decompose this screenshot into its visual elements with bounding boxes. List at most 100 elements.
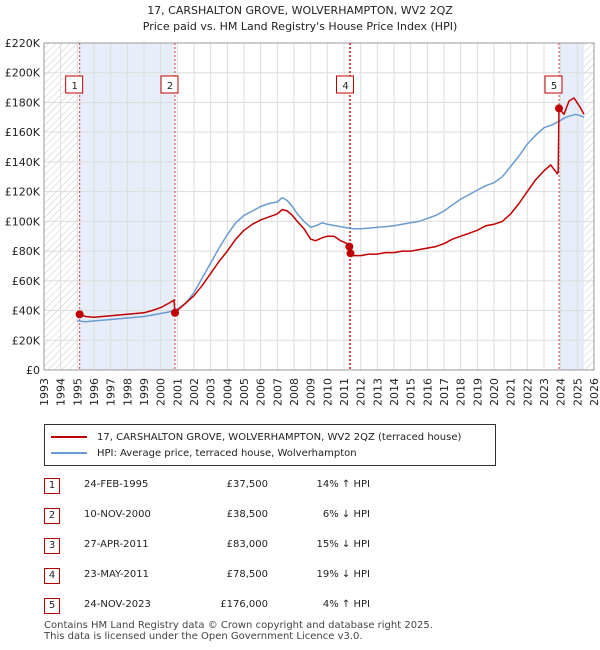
x-tick-label: 1998 bbox=[121, 378, 134, 406]
transaction-date: 24-FEB-1995 bbox=[84, 479, 149, 490]
legend-item-hpi: HPI: Average price, terraced house, Wolv… bbox=[51, 445, 357, 461]
annotation-label: 1 bbox=[71, 81, 77, 92]
x-tick-label: 2018 bbox=[455, 378, 468, 406]
chart-legend: 17, CARSHALTON GROVE, WOLVERHAMPTON, WV2… bbox=[44, 424, 496, 466]
transaction-badge: 1 bbox=[44, 478, 60, 494]
transaction-date: 27-APR-2011 bbox=[84, 539, 149, 550]
transaction-date: 23-MAY-2011 bbox=[84, 569, 150, 580]
x-tick-label: 1994 bbox=[55, 378, 68, 406]
x-tick-label: 2019 bbox=[471, 378, 484, 406]
transaction-hpi: 15% ↓ HPI bbox=[316, 539, 370, 550]
hatched-period bbox=[584, 43, 594, 370]
transaction-hpi: 14% ↑ HPI bbox=[316, 479, 370, 490]
x-tick-label: 1995 bbox=[71, 378, 84, 406]
y-tick-label: £200K bbox=[5, 67, 41, 80]
x-tick-label: 2004 bbox=[221, 378, 234, 406]
y-tick-label: £0 bbox=[26, 364, 40, 377]
chart-title: 17, CARSHALTON GROVE, WOLVERHAMPTON, WV2… bbox=[147, 4, 453, 17]
y-tick-label: £120K bbox=[5, 186, 41, 199]
transaction-badge: 3 bbox=[44, 538, 60, 554]
sale-point bbox=[171, 308, 179, 317]
x-tick-label: 2020 bbox=[488, 378, 501, 406]
x-tick-label: 1997 bbox=[105, 378, 118, 406]
transaction-badge: 2 bbox=[44, 508, 60, 524]
y-tick-label: £40K bbox=[12, 305, 41, 318]
transaction-hpi: 19% ↓ HPI bbox=[316, 569, 370, 580]
y-tick-label: £20K bbox=[12, 334, 41, 347]
x-tick-label: 2000 bbox=[155, 378, 168, 406]
footer-copyright: Contains HM Land Registry data © Crown c… bbox=[44, 620, 433, 631]
x-tick-label: 2007 bbox=[271, 378, 284, 406]
x-tick-label: 2023 bbox=[538, 378, 551, 406]
sale-point bbox=[346, 249, 355, 258]
transaction-price: £37,500 bbox=[226, 479, 268, 490]
annotation-box bbox=[336, 75, 354, 94]
x-tick-label: 2014 bbox=[388, 378, 401, 406]
transaction-price: £78,500 bbox=[226, 569, 268, 580]
transaction-hpi: 6% ↓ HPI bbox=[322, 509, 370, 520]
legend-swatch-property bbox=[51, 436, 87, 438]
annotation-1: 1 bbox=[65, 75, 84, 94]
table-row: 5 24-NOV-2023 £176,000 4% ↑ HPI bbox=[44, 596, 464, 626]
x-tick-label: 1993 bbox=[38, 378, 51, 406]
footer-note: Contains HM Land Registry data © Crown c… bbox=[44, 620, 433, 642]
series-line-property bbox=[79, 97, 585, 318]
y-tick-label: £140K bbox=[5, 156, 41, 169]
legend-label-hpi: HPI: Average price, terraced house, Wolv… bbox=[97, 447, 357, 459]
annotation-box bbox=[65, 75, 84, 94]
x-tick-label: 2009 bbox=[305, 378, 318, 406]
x-tick-label: 2015 bbox=[405, 378, 418, 406]
table-row: 1 24-FEB-1995 £37,500 14% ↑ HPI bbox=[44, 476, 464, 506]
x-tick-label: 2016 bbox=[421, 378, 434, 406]
transaction-date: 10-NOV-2000 bbox=[84, 509, 151, 520]
x-tick-label: 2005 bbox=[238, 378, 251, 406]
transaction-price: £38,500 bbox=[226, 509, 268, 520]
y-tick-label: £220K bbox=[5, 37, 41, 50]
transaction-price: £83,000 bbox=[226, 539, 268, 550]
x-tick-label: 2003 bbox=[205, 378, 218, 406]
y-tick-label: £180K bbox=[5, 96, 41, 109]
x-tick-label: 2024 bbox=[555, 378, 568, 406]
y-tick-label: £80K bbox=[12, 245, 41, 258]
sale-point bbox=[345, 242, 354, 251]
x-tick-label: 2012 bbox=[355, 378, 368, 406]
shaded-period bbox=[559, 43, 584, 370]
x-tick-label: 2022 bbox=[521, 378, 534, 406]
x-tick-label: 2006 bbox=[255, 378, 268, 406]
annotation-2: 2 bbox=[160, 75, 179, 94]
legend-label-property: 17, CARSHALTON GROVE, WOLVERHAMPTON, WV2… bbox=[97, 431, 462, 443]
x-tick-label: 2026 bbox=[588, 378, 600, 406]
transaction-hpi: 4% ↑ HPI bbox=[322, 599, 370, 610]
legend-item-property: 17, CARSHALTON GROVE, WOLVERHAMPTON, WV2… bbox=[51, 429, 461, 445]
y-tick-label: £160K bbox=[5, 126, 41, 139]
annotation-label: 5 bbox=[551, 81, 557, 92]
table-row: 3 27-APR-2011 £83,000 15% ↓ HPI bbox=[44, 536, 464, 566]
annotation-4: 4 bbox=[336, 75, 354, 94]
y-tick-label: £60K bbox=[12, 275, 41, 288]
x-tick-label: 2002 bbox=[188, 378, 201, 406]
annotation-box bbox=[160, 75, 179, 94]
legend-swatch-hpi bbox=[51, 452, 87, 454]
chart-subtitle: Price paid vs. HM Land Registry's House … bbox=[143, 20, 458, 33]
transaction-badge: 5 bbox=[44, 598, 60, 614]
footer-license: This data is licensed under the Open Gov… bbox=[44, 631, 363, 642]
x-tick-label: 2025 bbox=[571, 378, 584, 406]
hatched-period bbox=[44, 43, 80, 370]
x-tick-label: 2013 bbox=[371, 378, 384, 406]
x-tick-label: 2011 bbox=[338, 378, 351, 406]
series-line-hpi bbox=[77, 113, 585, 323]
annotation-label: 2 bbox=[167, 81, 173, 92]
plot-border bbox=[43, 42, 595, 371]
annotation-label: 4 bbox=[342, 81, 348, 92]
x-tick-label: 2021 bbox=[505, 378, 518, 406]
transaction-date: 24-NOV-2023 bbox=[84, 599, 151, 610]
transaction-badge: 4 bbox=[44, 568, 60, 584]
transaction-price: £176,000 bbox=[220, 599, 268, 610]
price-chart: 17, CARSHALTON GROVE, WOLVERHAMPTON, WV2… bbox=[5, 4, 600, 406]
x-tick-label: 2017 bbox=[438, 378, 451, 406]
x-tick-label: 1996 bbox=[88, 378, 101, 406]
x-tick-label: 2008 bbox=[288, 378, 301, 406]
annotation-box bbox=[544, 75, 563, 94]
x-tick-label: 1999 bbox=[138, 378, 151, 406]
table-row: 2 10-NOV-2000 £38,500 6% ↓ HPI bbox=[44, 506, 464, 536]
